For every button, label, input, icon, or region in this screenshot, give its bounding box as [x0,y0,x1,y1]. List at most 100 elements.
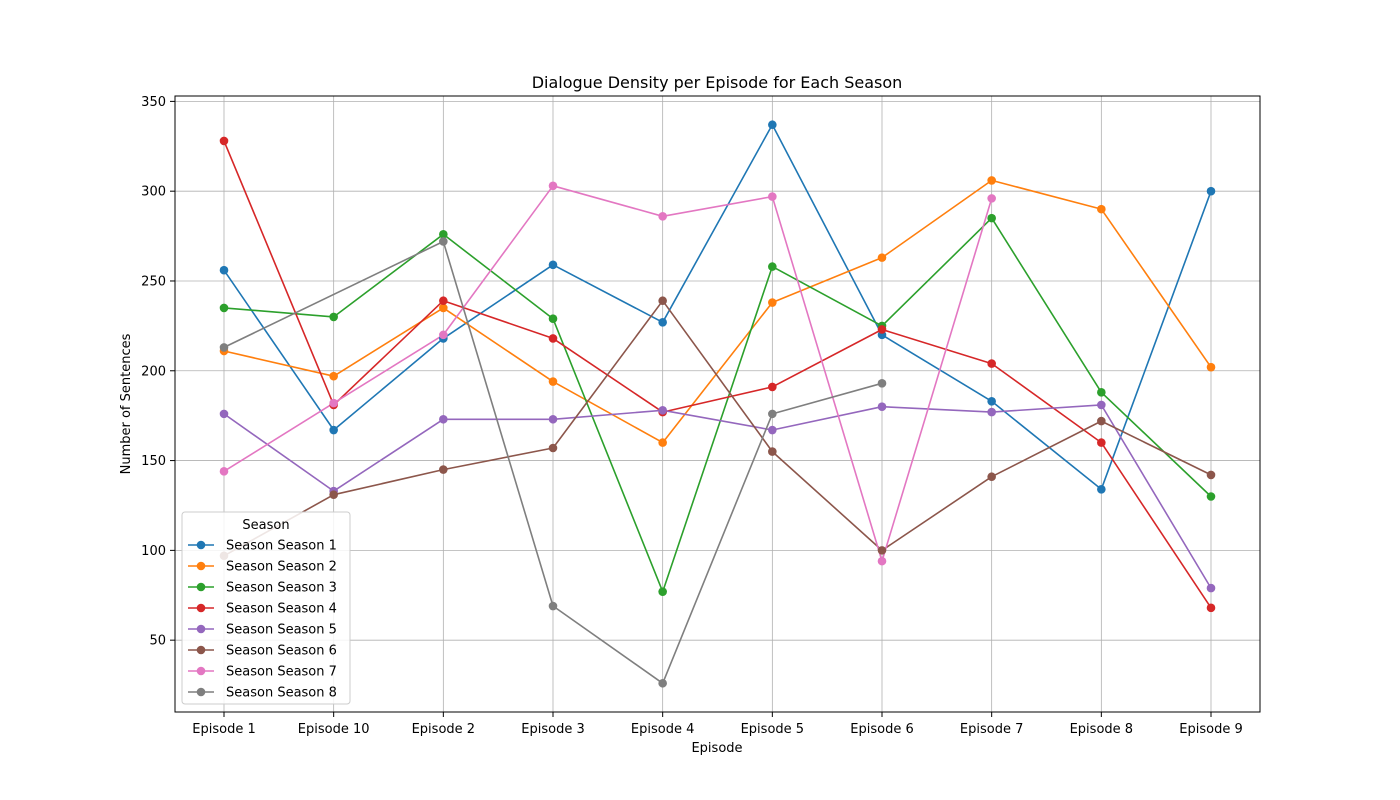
plot-area-frame [174,95,1261,713]
data-point [1206,492,1216,501]
data-point [768,382,777,392]
data-point [877,556,887,566]
data-point [768,298,777,307]
data-point [658,296,667,306]
legend-label: Season Season 8 [226,686,337,701]
data-point [1206,583,1216,593]
y-tick-label: 50 [149,634,166,649]
data-point [439,465,448,474]
data-point [987,472,996,482]
data-point [1097,400,1106,410]
data-point [658,317,667,327]
legend-items: Season Season 1 Season Season 2 Season Sea… [188,539,337,701]
y-tick-label: 150 [141,454,166,469]
data-point [987,194,996,203]
legend-label: Season Season 4 [226,602,337,617]
data-point [1206,362,1216,372]
data-point [658,587,667,596]
data-point [987,407,996,417]
data-point [439,296,448,306]
data-point [219,467,229,476]
y-tick-label: 250 [141,274,166,289]
data-point [1206,186,1216,196]
y-axis-ticks: 50 100 150 200 250 300 350 [141,95,175,649]
data-point [987,359,996,368]
legend-swatch-marker [196,645,206,655]
legend-label: Season Season 6 [226,644,337,659]
data-point [219,136,229,146]
legend-label: Season Season 1 [226,539,337,554]
data-point [548,334,558,343]
data-point [987,213,996,223]
x-tick-label: Episode 9 [1179,722,1242,737]
series-line-2 [223,179,1212,444]
legend-entry: Season Season 2 [188,560,337,575]
data-point [439,414,448,424]
data-point [1097,416,1106,426]
data-point [219,409,229,419]
legend-swatch-marker [196,582,206,592]
data-point [548,314,558,323]
chart-title: Dialogue Density per Episode for Each Se… [532,73,903,92]
data-point [219,265,229,275]
legend-swatch-marker [196,561,206,571]
data-point [1206,603,1216,613]
y-tick-label: 300 [141,185,166,200]
data-point [768,120,777,130]
legend-entry: Season Season 6 [188,644,337,659]
x-tick-label: Episode 4 [631,722,694,737]
data-point [658,678,667,688]
data-point [768,447,777,456]
series-line-8 [223,240,883,685]
data-point [1206,470,1216,480]
x-tick-label: Episode 7 [960,722,1023,737]
series-line-7 [223,185,993,562]
x-axis-ticks: Episode 1 Episode 10 Episode 2 Episode 3 Epi… [192,712,1243,737]
data-point [877,325,887,334]
data-point [877,253,887,262]
legend-label: Season Season 3 [226,581,337,596]
y-tick-label: 200 [141,364,166,379]
y-tick-label: 350 [141,95,166,110]
data-point [548,414,558,424]
legend-entry: Season Season 8 [188,686,337,701]
data-point [1097,388,1106,397]
legend-entry: Season Season 1 [188,539,337,554]
x-tick-label: Episode 3 [521,722,584,737]
x-tick-label: Episode 5 [741,722,804,737]
series-line-5 [223,404,1212,589]
data-point [329,398,338,408]
y-tick-label: 100 [141,544,166,559]
data-point [1097,485,1106,494]
legend-box [181,511,351,705]
y-axis-label: Number of Sentences [119,333,134,474]
legend-entry: Season Season 5 [188,623,337,638]
data-point [439,330,448,340]
data-point [768,262,777,271]
data-point [548,377,558,386]
data-point [987,397,996,406]
data-point [439,237,448,246]
legend-swatch-marker [196,666,206,676]
data-point [768,409,777,419]
legend-label: Season Season 7 [226,665,337,680]
legend-swatch-marker [196,603,206,613]
data-point [1097,204,1106,214]
data-point [877,379,887,388]
data-point [329,312,338,322]
x-tick-label: Episode 10 [298,722,370,737]
x-tick-label: Episode 6 [850,722,913,737]
data-point [329,490,338,499]
data-point [329,425,338,435]
data-point [1097,438,1106,447]
data-point [768,425,777,435]
legend-title: Season [242,518,289,533]
data-point [658,405,667,415]
legend-swatch-marker [196,540,206,550]
data-point [548,260,558,270]
series-line-3 [223,217,1212,593]
data-point [987,176,996,185]
series-line-6 [223,299,1212,557]
x-axis-label: Episode [691,741,742,756]
